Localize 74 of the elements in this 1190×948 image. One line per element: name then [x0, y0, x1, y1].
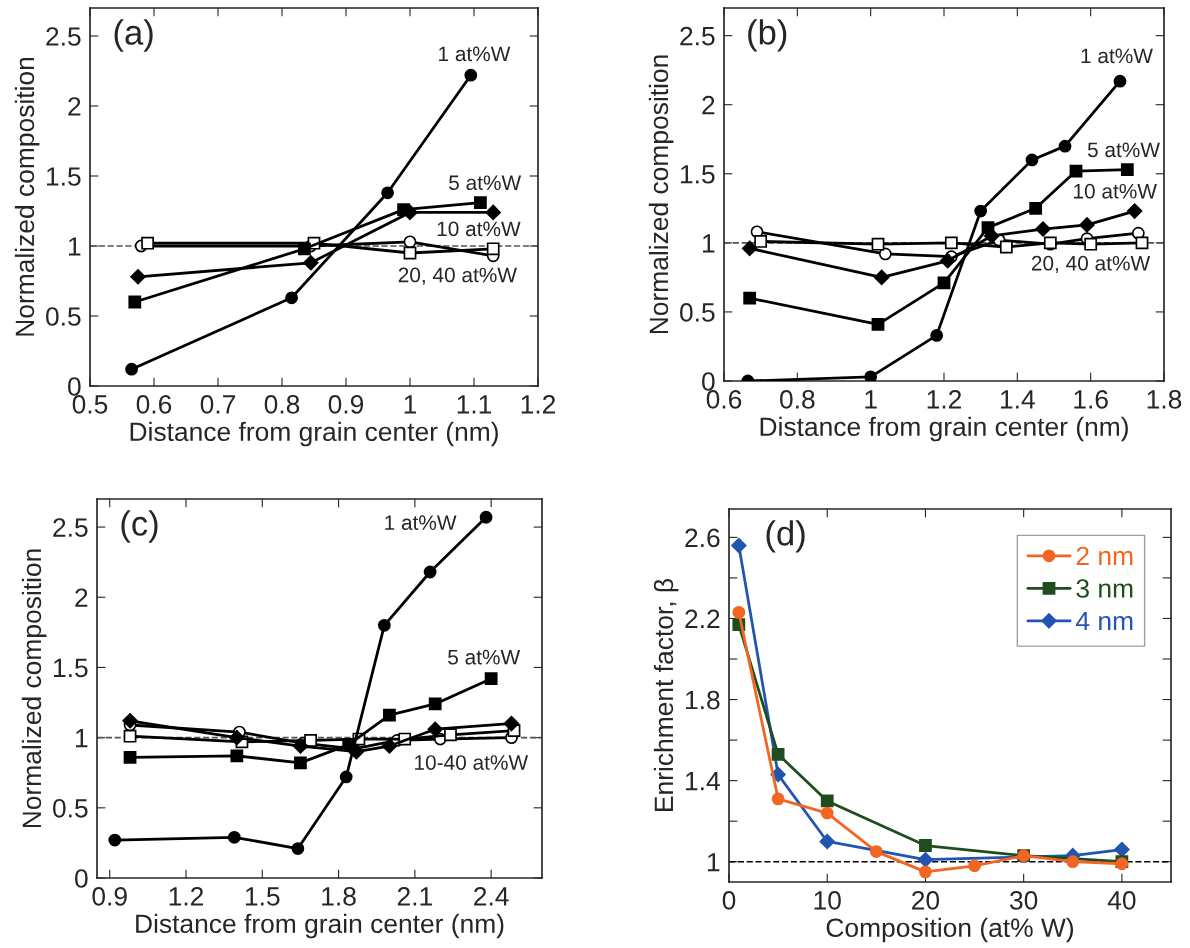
annotation: (a): [114, 19, 153, 52]
x-tick-label: 10: [814, 891, 841, 910]
y-tick-label: 0.5: [53, 798, 88, 818]
x-tick-label: 1.1: [457, 395, 492, 414]
y-tick-label: 1.8: [686, 690, 720, 710]
y-tick-label: 1: [703, 234, 715, 253]
legend-label: 2 nm: [1076, 546, 1133, 566]
legend-label: 3 nm: [1076, 579, 1133, 598]
annotation: 5 at%W: [449, 175, 522, 191]
y-tick-label: 0.5: [680, 303, 715, 322]
annotation: (d): [766, 520, 805, 553]
y-tick-label: 0: [75, 869, 88, 888]
y-tick-label: 2: [75, 588, 88, 607]
x-tick-label: 0.9: [92, 887, 127, 906]
x-tick-label: 2.4: [474, 887, 509, 906]
x-tick-label: 0.6: [706, 390, 742, 409]
x-tick-label: 1.4: [1001, 390, 1035, 409]
annotation: 1 at%W: [1081, 48, 1153, 64]
annotation: 5 at%W: [1087, 142, 1160, 158]
x-tick-label: 1.8: [1147, 390, 1182, 409]
x-tick-label: 1: [404, 395, 417, 414]
y-tick-label: 2: [702, 95, 715, 115]
x-tick-label: 0.9: [328, 395, 364, 414]
y-tick-label: 0: [68, 377, 81, 396]
y-tick-label: 2.5: [46, 27, 81, 46]
x-tick-label: 1.8: [322, 887, 356, 906]
annotation: (c): [121, 510, 158, 543]
x-tick-label: 30: [1010, 891, 1038, 910]
x-axis-title: Composition (at% W): [826, 917, 1074, 943]
x-tick-label: 1.2: [169, 887, 204, 906]
annotation: 10-40 at%W: [415, 755, 529, 770]
y-axis-title: Normalized composition: [21, 549, 47, 828]
x-tick-label: 1.5: [245, 887, 280, 906]
x-tick-label: 0: [722, 891, 736, 910]
y-tick-label: 2.5: [680, 26, 715, 46]
y-axis-title: Normalized composition: [648, 55, 674, 334]
annotation: 1 at%W: [385, 515, 457, 530]
x-axis-title: Distance from grain center (nm): [130, 421, 498, 447]
annotation: 1 at%W: [439, 46, 511, 62]
legend-label: 4 nm: [1076, 611, 1133, 631]
annotation: 20, 40 at%W: [1031, 255, 1151, 274]
x-axis-title: Distance from grain center (nm): [760, 416, 1128, 442]
annotation: 10 at%W: [1074, 183, 1157, 199]
x-tick-label: 20: [912, 891, 940, 910]
annotation: 10 at%W: [437, 221, 521, 237]
y-tick-label: 1.5: [681, 165, 715, 184]
y-axis-title: Enrichment factor, β: [653, 578, 679, 811]
y-tick-label: 2.6: [685, 528, 720, 548]
y-tick-label: 2.5: [53, 518, 88, 537]
y-axis-title: Normalized composition: [14, 57, 40, 336]
x-tick-label: 0.7: [200, 395, 236, 414]
annotation: (b): [748, 19, 787, 52]
annotation: 5 at%W: [448, 649, 521, 665]
y-tick-label: 1: [708, 853, 720, 872]
y-tick-label: 1: [69, 237, 81, 256]
y-tick-label: 1: [76, 729, 88, 748]
y-tick-label: 0.5: [46, 307, 81, 326]
x-tick-label: 1.2: [521, 395, 556, 414]
x-tick-label: 1: [865, 390, 877, 409]
y-tick-label: 2.2: [685, 609, 720, 629]
x-tick-label: 0.8: [264, 395, 300, 414]
x-tick-label: 40: [1107, 891, 1136, 910]
x-tick-label: 0.6: [136, 395, 172, 414]
x-tick-label: 1.6: [1074, 390, 1108, 409]
x-tick-label: 2.1: [397, 887, 432, 906]
x-tick-label: 0.8: [780, 390, 815, 409]
y-tick-label: 0: [702, 372, 715, 391]
x-axis-title: Distance from grain center (nm): [136, 913, 504, 939]
y-tick-label: 1.5: [54, 658, 88, 678]
x-tick-label: 1.2: [927, 390, 962, 409]
y-tick-label: 1.4: [686, 772, 720, 791]
annotation: 20, 40 at%W: [398, 267, 517, 285]
y-tick-label: 2: [68, 97, 81, 116]
y-tick-label: 1.5: [47, 167, 81, 186]
